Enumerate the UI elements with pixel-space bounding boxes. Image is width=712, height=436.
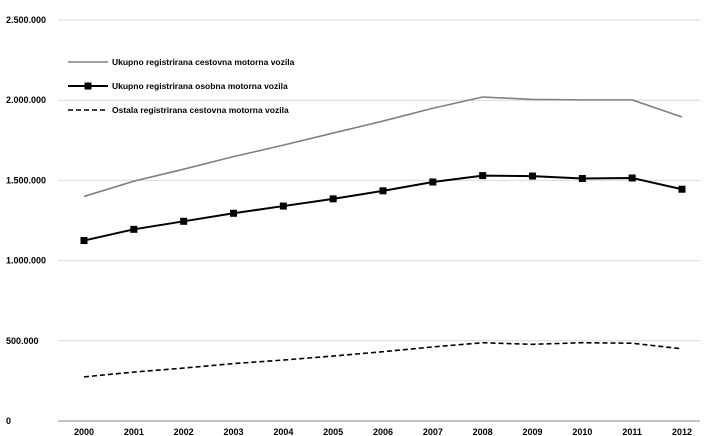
x-tick-label: 2000 xyxy=(74,427,94,436)
legend: Ukupno registrirana cestovna motorna voz… xyxy=(68,57,295,115)
y-tick-label: 500.000 xyxy=(6,336,39,346)
data-point xyxy=(678,185,686,193)
data-point xyxy=(130,225,138,233)
data-point xyxy=(379,187,387,195)
data-point xyxy=(578,174,586,182)
series-line-3 xyxy=(83,341,683,378)
legend-label: Ostala registrirana cestovna motorna voz… xyxy=(112,105,289,115)
x-tick-label: 2004 xyxy=(273,427,293,436)
data-point xyxy=(180,217,188,225)
x-tick-label: 2007 xyxy=(423,427,443,436)
legend-marker xyxy=(84,82,92,90)
x-tick-label: 2003 xyxy=(223,427,243,436)
series-lines xyxy=(80,96,686,378)
data-point xyxy=(429,178,437,186)
data-point xyxy=(628,174,636,182)
data-point xyxy=(329,195,337,203)
x-tick-label: 2012 xyxy=(672,427,692,436)
x-tick-label: 2002 xyxy=(174,427,194,436)
x-tick-label: 2001 xyxy=(124,427,144,436)
y-tick-label: 1.000.000 xyxy=(6,256,46,266)
series-line-1 xyxy=(83,96,683,198)
y-tick-label: 1.500.000 xyxy=(6,175,46,185)
data-point xyxy=(279,202,287,210)
axes: 0 500.000 1.000.000 1.500.000 2.000.000 2.500… xyxy=(6,15,692,436)
data-point xyxy=(529,172,536,180)
data-point xyxy=(230,209,237,217)
series-line-2 xyxy=(83,174,683,242)
x-tick-label: 2010 xyxy=(572,427,592,436)
x-tick-label: 2011 xyxy=(622,427,642,436)
gridlines xyxy=(58,19,700,422)
y-tick-label: 2.500.000 xyxy=(6,15,46,25)
x-tick-label: 2005 xyxy=(323,427,343,436)
data-point xyxy=(479,172,487,180)
data-point xyxy=(80,237,88,245)
legend-label: Ukupno registrirana osobna motorna vozil… xyxy=(112,81,288,91)
x-tick-label: 2006 xyxy=(373,427,393,436)
legend-label: Ukupno registrirana cestovna motorna voz… xyxy=(112,57,295,67)
y-tick-label: 0 xyxy=(6,416,11,426)
x-tick-label: 2009 xyxy=(522,427,542,436)
y-tick-label: 2.000.000 xyxy=(6,95,46,105)
x-tick-label: 2008 xyxy=(473,427,493,436)
